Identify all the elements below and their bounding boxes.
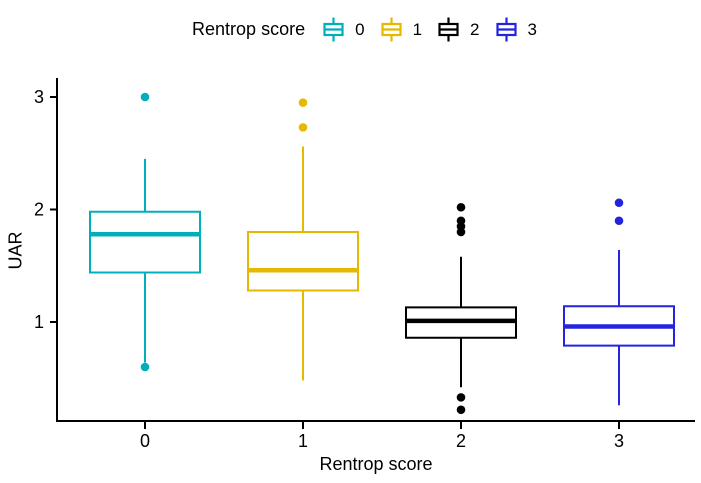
outlier-point [140, 92, 150, 102]
iqr-box [247, 231, 359, 292]
outlier-point [456, 202, 466, 212]
outlier-point [456, 393, 466, 402]
outlier-point [614, 198, 624, 208]
outlier-point [298, 98, 308, 107]
y-axis-title: UAR [5, 231, 26, 270]
legend-item-2: 2 [436, 16, 480, 43]
legend-item-label: 3 [527, 19, 537, 39]
legend-item-3: 3 [494, 16, 537, 43]
outlier-point [614, 216, 624, 226]
box-group-2 [405, 202, 517, 415]
legend: Rentrop score 0 1 2 3 [28, 16, 701, 43]
x-tick-label: 2 [456, 431, 466, 451]
y-tick-label: 1 [34, 312, 44, 332]
box-group-3 [563, 198, 675, 406]
outlier-point [456, 405, 466, 415]
outlier-point [456, 227, 466, 237]
x-axis-title: Rentrop score [319, 454, 433, 474]
x-tick-label: 3 [614, 431, 624, 451]
x-tick-label: 1 [298, 431, 308, 451]
legend-item-1: 1 [379, 16, 422, 43]
outlier-point [298, 123, 308, 132]
x-tick-label: 0 [140, 431, 150, 451]
box-group-0 [89, 92, 201, 372]
legend-title: Rentrop score [192, 19, 306, 39]
legend-item-label: 2 [470, 19, 480, 39]
outlier-point [140, 362, 150, 372]
iqr-box [89, 210, 201, 274]
y-tick-label: 3 [34, 87, 44, 107]
boxplot-key-icon [438, 17, 459, 42]
y-tick-label: 2 [34, 200, 44, 220]
box-group-1 [247, 98, 359, 381]
legend-items: 0 1 2 3 [321, 16, 537, 43]
legend-item-0: 0 [321, 16, 365, 43]
legend-item-label: 1 [412, 19, 423, 39]
boxplot-key-icon [495, 17, 517, 42]
boxplot-key-icon [380, 17, 402, 42]
legend-item-label: 0 [355, 19, 365, 39]
boxplot-key-icon [323, 17, 344, 42]
